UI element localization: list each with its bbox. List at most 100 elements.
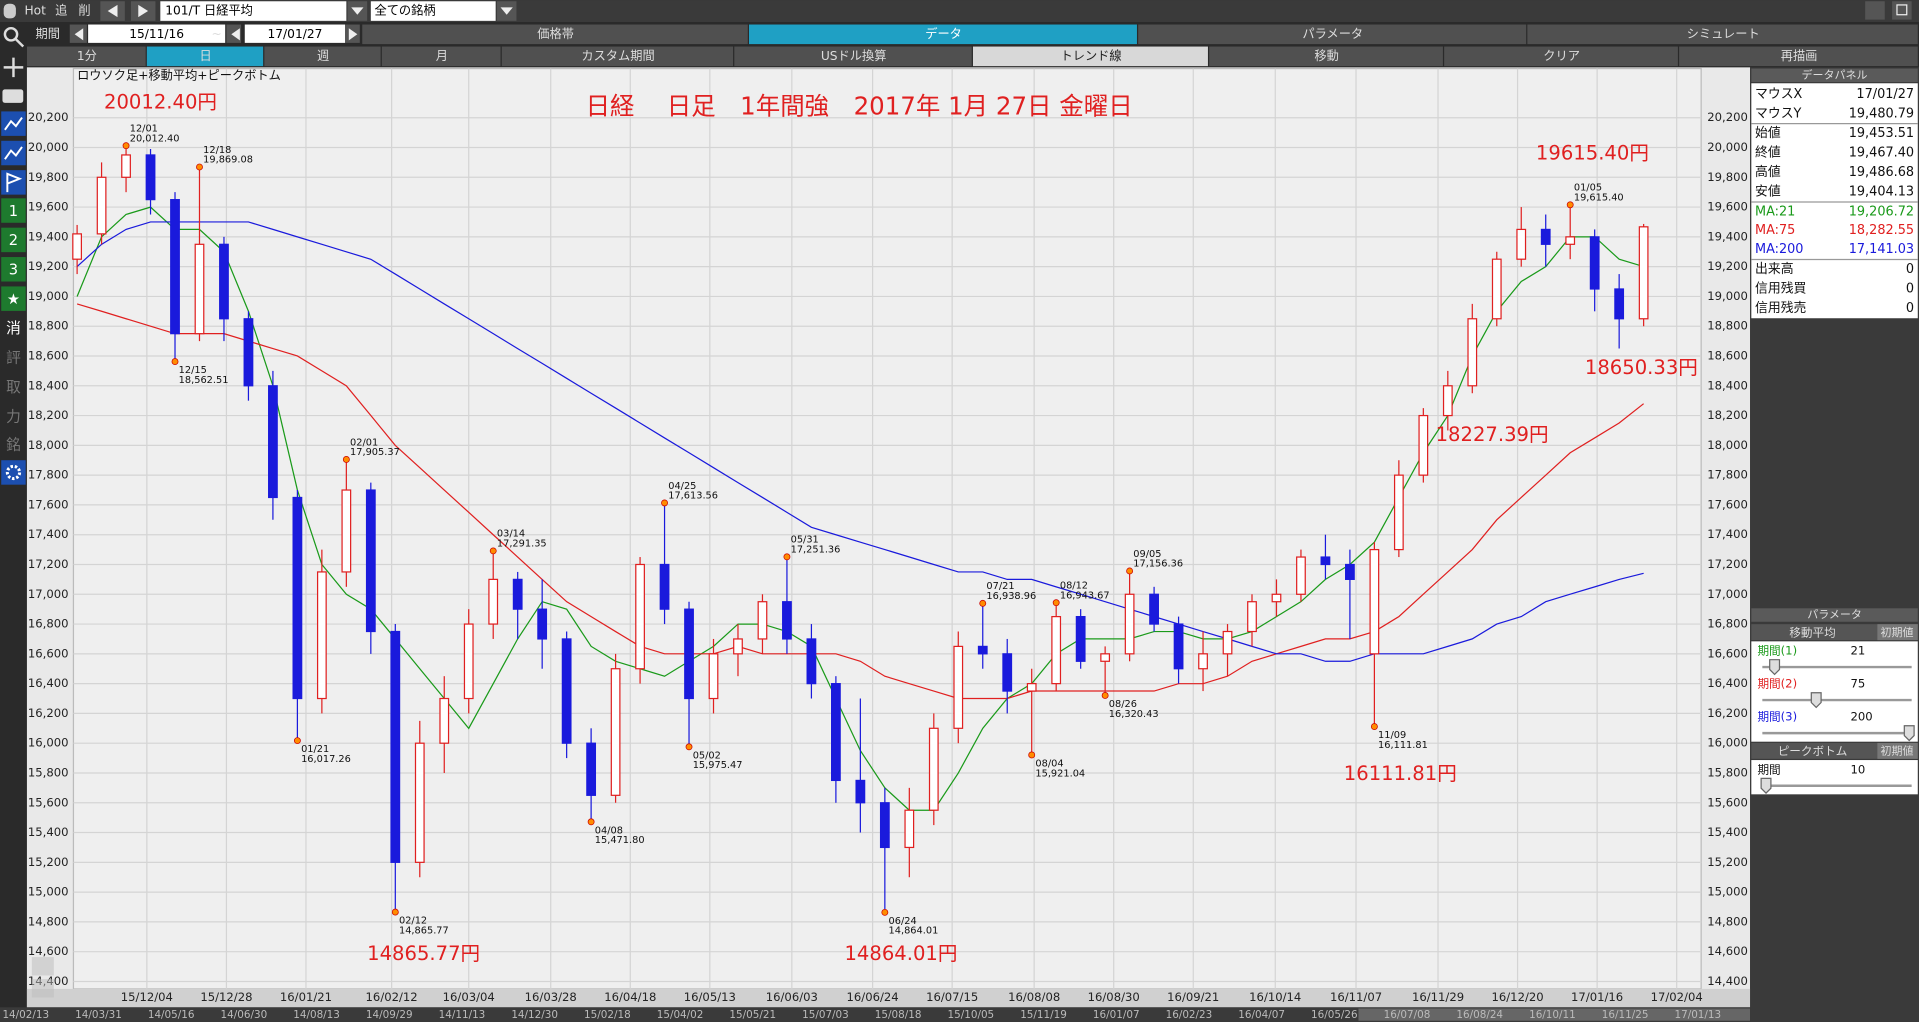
y-tick-label-right: 17,800 <box>1707 468 1748 482</box>
side-button-label: 評 <box>6 350 21 367</box>
y-tick-label-right: 20,200 <box>1707 110 1748 124</box>
tab[interactable] <box>1138 24 1527 45</box>
tab-label: 価格帯 <box>537 26 574 41</box>
timeline-label: 15/05/21 <box>729 1009 776 1021</box>
from-date-box[interactable] <box>88 24 226 43</box>
y-tick-label: 19,600 <box>28 200 69 214</box>
reset-button[interactable] <box>1877 624 1918 641</box>
slider-thumb[interactable] <box>1760 777 1772 794</box>
tab[interactable] <box>362 24 748 45</box>
param-value: 21 <box>1850 644 1865 658</box>
timeline-label: 15/04/02 <box>657 1009 704 1021</box>
x-tick-label: 16/11/07 <box>1330 990 1382 1004</box>
peak-date: 12/15 <box>179 365 207 376</box>
peak-dot <box>1370 723 1378 730</box>
y-tick-label: 17,200 <box>28 557 69 571</box>
scroll-icon[interactable] <box>31 979 54 998</box>
side-button[interactable] <box>1 345 26 370</box>
drop-arrow <box>500 7 513 15</box>
period-button[interactable] <box>26 46 146 67</box>
y-tick-label: 20,000 <box>28 140 69 154</box>
y-tick-label: 18,000 <box>28 438 69 452</box>
group-box[interactable] <box>370 1 496 21</box>
period-label: 日 <box>199 49 211 63</box>
hot-button[interactable]: Hot <box>24 4 46 18</box>
period-button[interactable] <box>381 46 501 67</box>
side-button[interactable] <box>1 403 26 429</box>
y-tick-label: 16,000 <box>28 736 69 750</box>
gear <box>5 464 22 481</box>
period-button[interactable] <box>501 46 734 67</box>
camera-icon[interactable] <box>2 89 24 103</box>
drop-arrow <box>351 7 364 15</box>
symbol-box[interactable] <box>160 1 347 21</box>
side-button[interactable] <box>1 227 26 253</box>
peak-value: 18,562.51 <box>179 375 229 386</box>
peak-value: 17,613.56 <box>668 491 718 502</box>
candle-body <box>1296 556 1306 595</box>
candle-body <box>1124 593 1135 655</box>
slider-thumb[interactable] <box>1810 692 1822 709</box>
param-section-title: ピークボトム <box>1778 744 1848 758</box>
maximize-button[interactable] <box>1892 1 1912 20</box>
period-button[interactable] <box>1444 46 1678 67</box>
x-tick-label: 16/03/04 <box>443 990 495 1004</box>
minimize-button[interactable] <box>1865 1 1885 20</box>
side-button[interactable] <box>1 432 26 457</box>
data-label: MA:21 <box>1755 204 1795 219</box>
peak-value: 20,012.40 <box>130 133 180 144</box>
peak-date: 01/05 <box>1574 183 1602 194</box>
data-label: マウスY <box>1755 106 1802 121</box>
side-button[interactable] <box>1 286 26 311</box>
delete-button[interactable]: 削 <box>78 4 90 18</box>
side-button[interactable] <box>1 315 26 341</box>
slider-thumb[interactable] <box>1769 659 1781 676</box>
tab[interactable] <box>748 24 1137 45</box>
data-label: 信用残売 <box>1755 300 1807 316</box>
moving-average-line <box>76 303 1645 700</box>
x-tick-label: 16/03/28 <box>525 990 577 1004</box>
y-tick-label: 17,000 <box>28 587 69 601</box>
data-label: マウスX <box>1755 87 1803 102</box>
reset-label: 初期値 <box>1880 743 1913 757</box>
period-button[interactable] <box>1679 46 1918 67</box>
tool-icon[interactable] <box>1 170 26 195</box>
period-button[interactable] <box>1209 46 1443 67</box>
x-axis-strip <box>26 988 1751 1008</box>
reset-button[interactable] <box>1877 742 1918 759</box>
y-tick-label-right: 14,600 <box>1707 944 1748 958</box>
arrow <box>348 28 358 41</box>
tab[interactable] <box>1527 24 1918 45</box>
candle-body <box>1491 258 1502 320</box>
settings-icon[interactable] <box>1 460 26 485</box>
candle-body <box>928 727 939 811</box>
add-button[interactable]: 追 <box>55 3 67 18</box>
y-tick-label: 16,600 <box>28 646 69 660</box>
side-button[interactable] <box>1 374 26 400</box>
peak-value: 17,905.37 <box>350 447 400 458</box>
data-label: 信用残買 <box>1755 281 1807 296</box>
period-button[interactable] <box>734 46 972 67</box>
candle-body <box>708 653 719 700</box>
scroll-icon[interactable] <box>31 957 54 976</box>
side-button[interactable] <box>1 198 26 223</box>
candle-body <box>1467 318 1478 387</box>
slider-thumb[interactable] <box>1903 725 1915 742</box>
to-date-box[interactable] <box>244 24 346 43</box>
candle-body <box>170 199 180 335</box>
period-button[interactable] <box>264 46 381 67</box>
peak-value: 17,251.36 <box>791 544 841 555</box>
peak-date: 09/05 <box>1133 549 1161 560</box>
peak-date: 05/02 <box>693 750 721 761</box>
y-tick-label: 16,200 <box>28 706 69 720</box>
y-tick-label: 19,000 <box>28 289 69 303</box>
y-tick-label-right: 15,400 <box>1707 825 1748 839</box>
candle-body <box>1247 601 1257 633</box>
y-tick-label-right: 19,400 <box>1707 229 1748 243</box>
y-tick-label-right: 19,600 <box>1707 200 1748 214</box>
side-button[interactable] <box>1 257 26 282</box>
candle-body <box>268 385 278 499</box>
period-button[interactable] <box>972 46 1208 67</box>
period-button[interactable] <box>146 46 264 67</box>
